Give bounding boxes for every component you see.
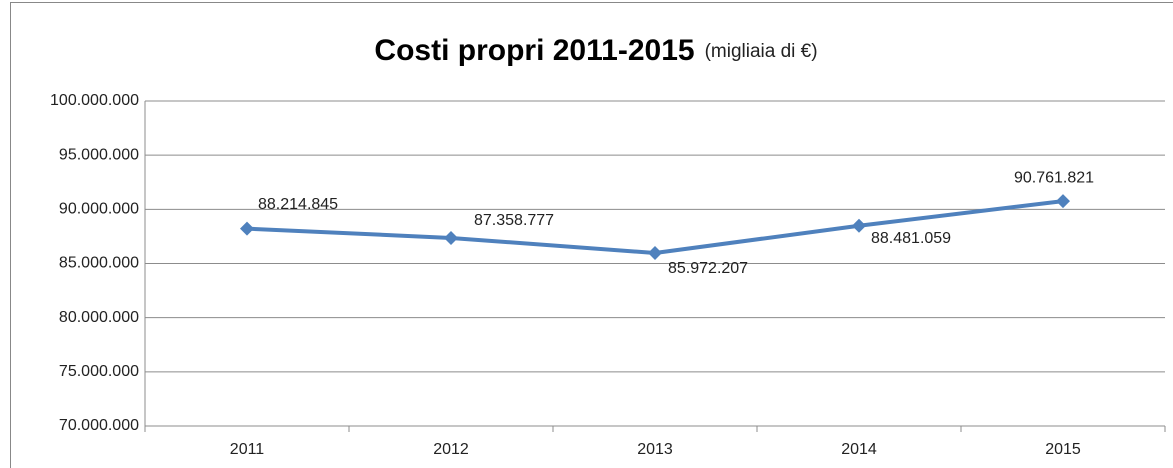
x-tick-label: 2014 <box>841 441 877 458</box>
y-tick-label: 80.000.000 <box>59 309 139 326</box>
y-tick-label: 100.000.000 <box>50 92 139 109</box>
y-tick-label: 75.000.000 <box>59 363 139 380</box>
y-tick-label: 70.000.000 <box>59 417 139 434</box>
y-tick-label: 95.000.000 <box>59 146 139 163</box>
data-point <box>240 221 254 236</box>
data-point <box>852 218 866 233</box>
x-tick-label: 2015 <box>1045 441 1081 458</box>
data-label: 88.214.845 <box>258 196 338 213</box>
data-point <box>1056 194 1070 209</box>
y-tick-label: 85.000.000 <box>59 255 139 272</box>
data-point <box>648 245 662 260</box>
data-label: 87.358.777 <box>474 212 554 229</box>
data-label: 85.972.207 <box>668 260 748 277</box>
y-tick-label: 90.000.000 <box>59 201 139 218</box>
x-tick-label: 2011 <box>230 441 265 458</box>
data-label: 90.761.821 <box>1014 169 1094 186</box>
x-tick-label: 2013 <box>637 441 673 458</box>
x-tick-label: 2012 <box>433 441 469 458</box>
data-label: 88.481.059 <box>871 230 951 247</box>
chart-subtitle: (migliaia di €) <box>705 41 818 62</box>
data-point <box>444 230 458 245</box>
chart-title: Costi propri 2011-2015 <box>374 34 694 67</box>
chart-border <box>10 2 1173 468</box>
chart-title-group: Costi propri 2011-2015 (migliaia di €) <box>374 34 817 67</box>
